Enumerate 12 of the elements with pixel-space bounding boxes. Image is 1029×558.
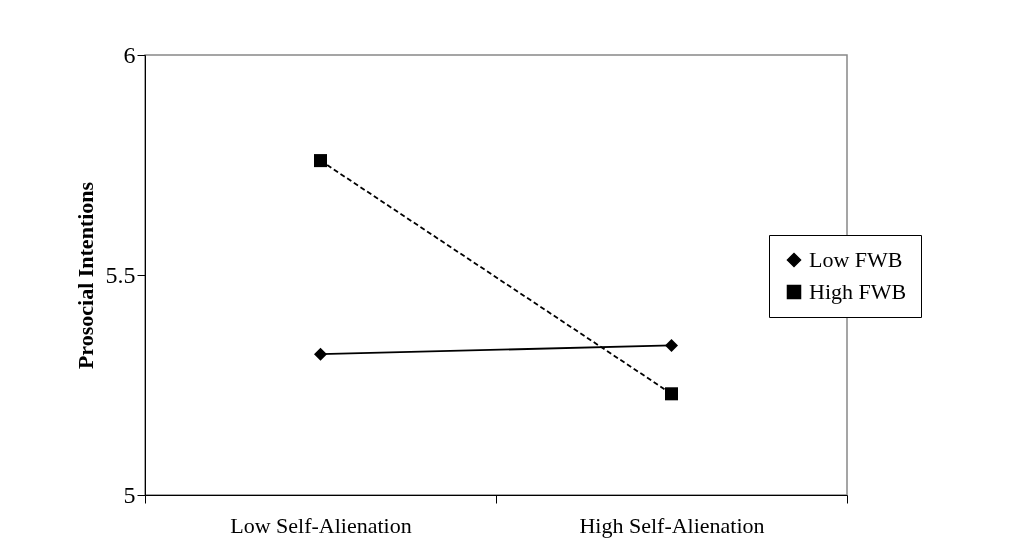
x-tick-label: Low Self-Alienation: [230, 512, 412, 538]
y-tick-label: 5: [123, 481, 136, 508]
point: [664, 387, 679, 401]
y-axis-title: Prosocial Intentions: [72, 181, 98, 370]
legend-label: Low FWB: [809, 247, 903, 272]
x-tick-label: High Self-Alienation: [579, 512, 765, 538]
y-tick-label: 6: [123, 41, 136, 68]
legend-label: High FWB: [809, 279, 907, 304]
y-tick-label: 5.5: [105, 261, 136, 288]
point: [313, 347, 328, 361]
point: [313, 154, 328, 168]
point: [664, 338, 679, 352]
